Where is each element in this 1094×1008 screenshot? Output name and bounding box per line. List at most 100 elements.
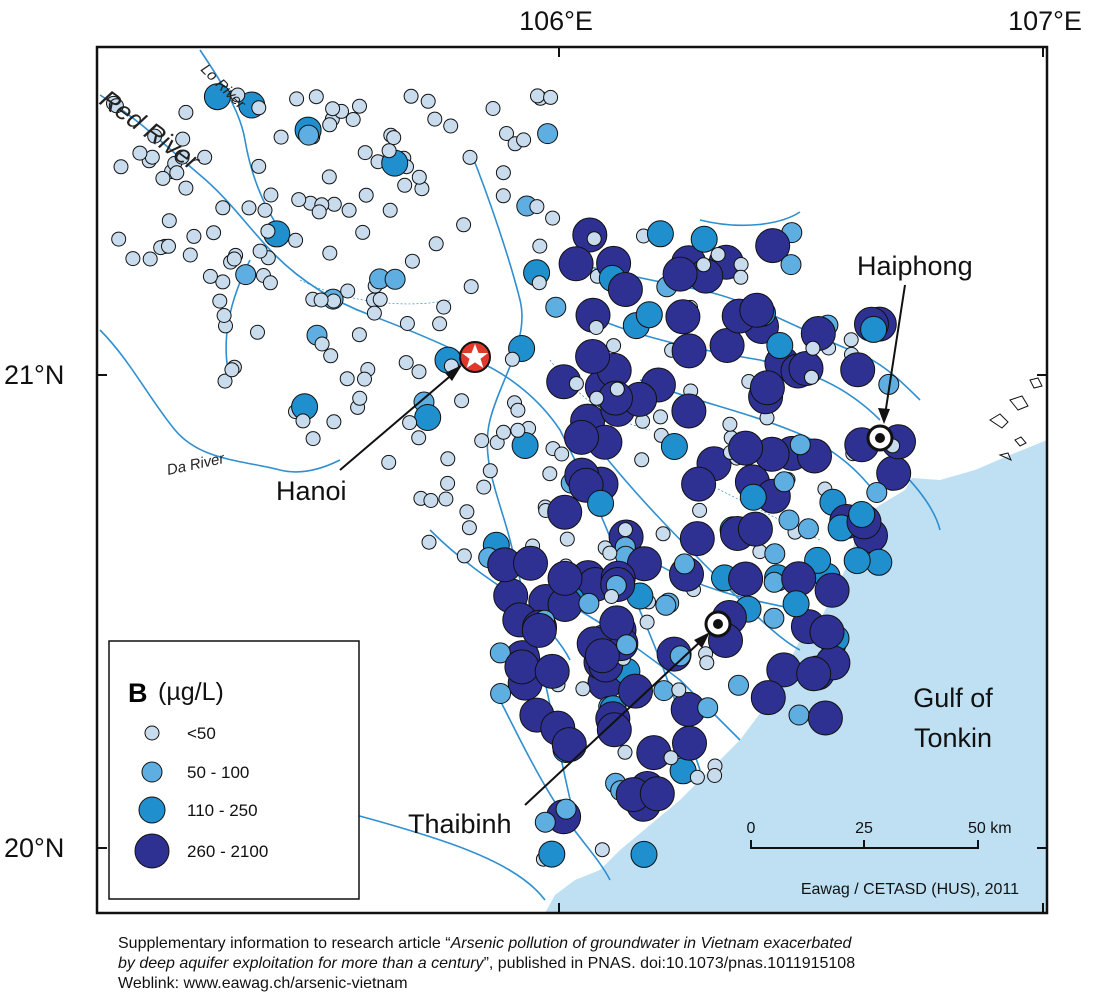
sample-point bbox=[782, 590, 810, 618]
sample-point bbox=[474, 433, 490, 449]
sample-point bbox=[809, 614, 845, 650]
sample-point bbox=[322, 117, 338, 133]
sample-point bbox=[313, 292, 329, 308]
sample-point bbox=[618, 673, 653, 709]
haiphong-arrow bbox=[884, 284, 906, 416]
footer-line-1: Supplementary information to research ar… bbox=[118, 934, 1078, 954]
legend-class-4: 260 - 2100 bbox=[187, 842, 268, 861]
footer-title-part2: by deep aquifer exploitation for more th… bbox=[118, 955, 484, 972]
lat-label-21: 21°N bbox=[4, 360, 64, 390]
sample-point bbox=[339, 371, 355, 387]
sample-point bbox=[575, 681, 591, 697]
footer-weblink: Weblink: www.eawag.ch/arsenic-vietnam bbox=[118, 975, 408, 992]
sample-point bbox=[490, 683, 512, 704]
sample-point bbox=[843, 547, 871, 575]
sample-point bbox=[241, 200, 257, 216]
sample-point bbox=[635, 301, 663, 329]
sample-point bbox=[655, 526, 671, 542]
sample-point bbox=[399, 316, 415, 331]
sample-point bbox=[728, 674, 749, 696]
sample-point bbox=[411, 169, 427, 185]
sample-point bbox=[372, 291, 388, 307]
sample-point bbox=[564, 419, 599, 455]
sample-point bbox=[496, 424, 511, 440]
sample-point bbox=[202, 268, 218, 284]
scale-tick-25: 25 bbox=[855, 820, 873, 837]
sample-point bbox=[778, 509, 800, 531]
sample-point bbox=[840, 352, 876, 388]
sample-point bbox=[456, 217, 472, 233]
legend: B (µg/L) <50 50 - 100 110 - 250 260 - 21… bbox=[108, 640, 360, 900]
sample-point bbox=[766, 332, 794, 359]
sample-point bbox=[404, 253, 420, 269]
legend-title-unit: (µg/L) bbox=[158, 678, 224, 706]
sample-point bbox=[655, 594, 677, 616]
sample-point bbox=[807, 700, 843, 736]
sample-point bbox=[860, 315, 888, 343]
sample-point bbox=[669, 645, 691, 667]
sample-point bbox=[273, 129, 289, 145]
sample-point bbox=[462, 149, 478, 165]
thaibinh-arrowhead bbox=[694, 632, 710, 648]
sample-point bbox=[653, 680, 675, 702]
sample-point bbox=[780, 254, 802, 276]
sample-point bbox=[461, 520, 477, 536]
sample-point bbox=[402, 415, 418, 431]
sample-point bbox=[252, 243, 268, 259]
sample-point bbox=[215, 274, 231, 290]
sample-point bbox=[555, 798, 577, 820]
sample-point bbox=[440, 451, 456, 467]
sample-point bbox=[454, 393, 470, 409]
sample-point bbox=[504, 649, 540, 685]
sample-point bbox=[529, 199, 545, 215]
sample-point bbox=[547, 560, 583, 596]
legend-symbol-1 bbox=[144, 725, 160, 741]
sample-point bbox=[587, 489, 615, 517]
haiphong-marker bbox=[866, 424, 894, 452]
sample-point bbox=[596, 712, 632, 748]
sample-point bbox=[235, 264, 257, 286]
footer-prefix: Supplementary information to research ar… bbox=[118, 935, 451, 952]
sample-point bbox=[161, 213, 177, 229]
sample-point bbox=[432, 316, 448, 332]
sample-point bbox=[397, 177, 413, 193]
scale-tick-0: 0 bbox=[747, 820, 756, 837]
sample-point bbox=[351, 327, 367, 343]
sample-point bbox=[604, 589, 619, 604]
sample-point bbox=[403, 88, 419, 104]
scale-bar: 0 25 50 km bbox=[747, 820, 1012, 849]
sample-point bbox=[436, 299, 452, 315]
sample-point bbox=[174, 149, 190, 165]
sample-point bbox=[521, 612, 557, 648]
sample-point bbox=[178, 180, 194, 196]
sample-point bbox=[594, 842, 610, 858]
sample-point bbox=[311, 204, 327, 220]
footer-line-2: by deep aquifer exploitation for more th… bbox=[118, 954, 1078, 974]
sample-point bbox=[607, 272, 643, 307]
sample-point bbox=[639, 776, 675, 812]
sample-point bbox=[476, 479, 492, 495]
sample-point bbox=[665, 299, 701, 335]
sample-point bbox=[788, 704, 810, 726]
sample-point bbox=[722, 416, 738, 432]
sample-point bbox=[568, 376, 584, 392]
legend-class-1: <50 bbox=[187, 724, 216, 743]
sample-point bbox=[314, 336, 330, 352]
sample-point bbox=[575, 339, 611, 374]
sample-point bbox=[398, 355, 414, 371]
sample-point bbox=[534, 653, 570, 689]
sample-point bbox=[175, 131, 191, 147]
sample-point bbox=[616, 634, 638, 656]
sample-point bbox=[866, 482, 888, 503]
sample-point bbox=[545, 296, 567, 318]
sample-point bbox=[630, 840, 658, 868]
sample-point bbox=[499, 126, 514, 141]
footer-suffix: ”, published in PNAS. doi:10.1073/pnas.1… bbox=[483, 955, 856, 972]
sample-point bbox=[679, 521, 715, 557]
sample-point bbox=[559, 531, 575, 547]
sample-point bbox=[257, 202, 273, 218]
legend-symbol-4 bbox=[134, 833, 170, 869]
hanoi-arrowhead bbox=[445, 365, 462, 381]
sample-point bbox=[147, 128, 163, 144]
